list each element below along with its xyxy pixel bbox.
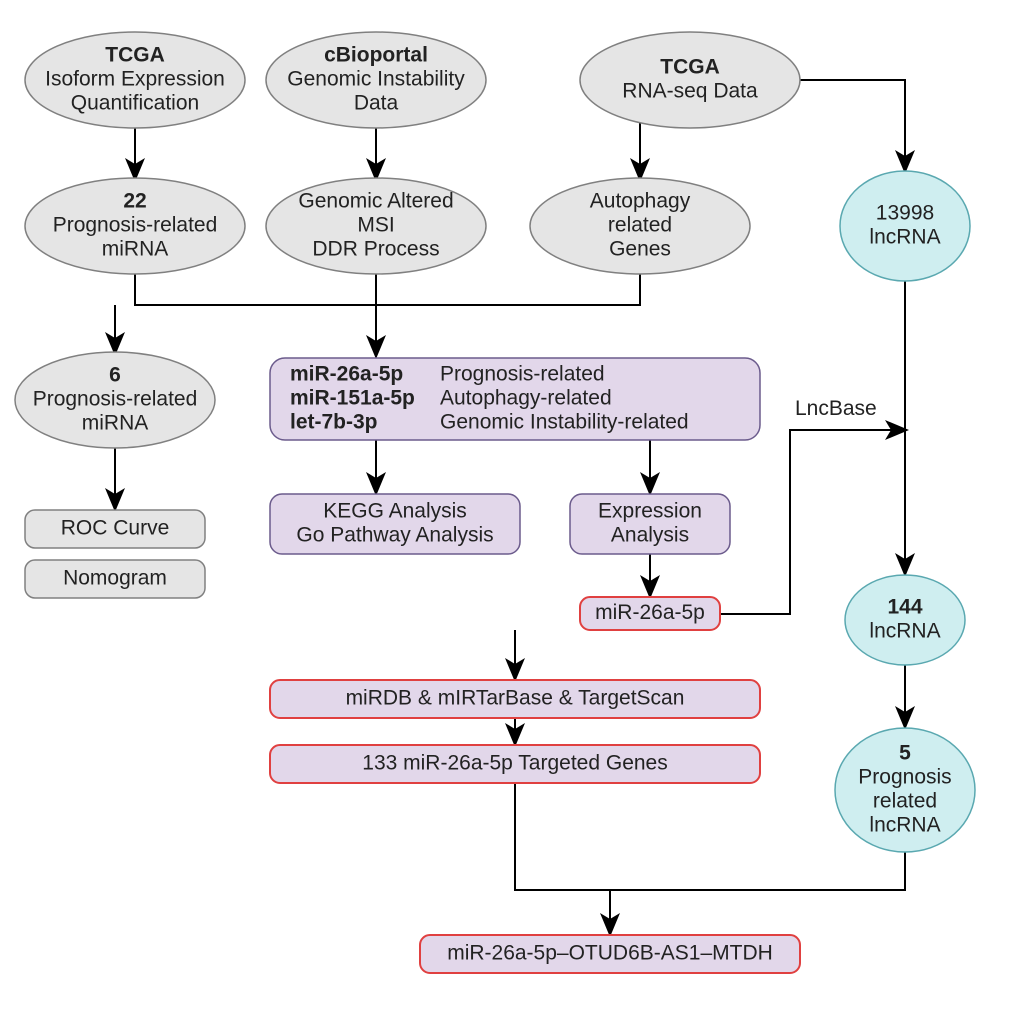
node-text: Genomic Instability [287, 67, 465, 90]
node-r_3mir: miR-26a-5pmiR-151a-5plet-7b-3p Prognosis-… [270, 358, 760, 440]
flow-arrow [135, 274, 640, 305]
node-r_mirdb: miRDB & mIRTarBase & TargetScan [270, 680, 760, 718]
node-text: Expression [598, 499, 702, 522]
node-text: miR-151a-5p [290, 386, 415, 409]
node-text: Autophagy-related [440, 386, 612, 409]
node-text: RNA-seq Data [622, 79, 758, 102]
flow-arrow [610, 852, 905, 890]
node-text: miRDB & mIRTarBase & TargetScan [346, 686, 685, 709]
edge-label-lncbase: LncBase [795, 397, 877, 420]
node-r_nomo: Nomogram [25, 560, 205, 598]
node-text: 5 [899, 741, 911, 764]
node-text: Genomic Instability-related [440, 410, 689, 433]
node-text: MSI [357, 213, 394, 236]
node-text: Genes [609, 237, 671, 260]
node-r_roc: ROC Curve [25, 510, 205, 548]
node-text: Genomic Altered [298, 189, 453, 212]
node-e_autophagy: AutophagyrelatedGenes [530, 178, 750, 274]
node-text: KEGG Analysis [323, 499, 467, 522]
node-text: 13998 [876, 201, 934, 224]
node-text: miRNA [102, 237, 169, 260]
node-text: Analysis [611, 523, 689, 546]
node-text: DDR Process [312, 237, 439, 260]
node-text: Prognosis-related [53, 213, 218, 236]
node-text: TCGA [105, 43, 165, 66]
flow-arrow [515, 783, 610, 933]
node-text: Prognosis-related [33, 387, 198, 410]
node-text: miRNA [82, 411, 149, 434]
node-e_13998: 13998lncRNA [840, 171, 970, 281]
node-text: ROC Curve [61, 516, 170, 539]
node-text: Prognosis [858, 765, 951, 788]
node-text: miR-26a-5p [595, 601, 705, 624]
node-text: related [873, 789, 937, 812]
node-text: Autophagy [590, 189, 691, 212]
node-text: Nomogram [63, 566, 167, 589]
node-text: Data [354, 91, 399, 114]
node-text: Quantification [71, 91, 199, 114]
node-text: Prognosis-related [440, 362, 605, 385]
node-text: lncRNA [869, 225, 940, 248]
node-r_kegg: KEGG AnalysisGo Pathway Analysis [270, 494, 520, 554]
node-text: related [608, 213, 672, 236]
node-e_tcga_rna: TCGARNA-seq Data [580, 32, 800, 128]
node-e_144: 144lncRNA [845, 575, 965, 665]
node-e_cbiop: cBioportalGenomic InstabilityData [266, 32, 486, 128]
node-text: miR-26a-5p [290, 362, 403, 385]
flow-arrow [800, 80, 905, 170]
node-r_mir26a: miR-26a-5p [580, 597, 720, 630]
node-text: lncRNA [869, 813, 940, 836]
node-r_expr: ExpressionAnalysis [570, 494, 730, 554]
node-text: TCGA [660, 55, 720, 78]
node-text: miR-26a-5p–OTUD6B-AS1–MTDH [447, 941, 773, 964]
node-text: 6 [109, 363, 121, 386]
node-e_22mirna: 22Prognosis-relatedmiRNA [25, 178, 245, 274]
node-text: Isoform Expression [45, 67, 225, 90]
node-text: 22 [123, 189, 146, 212]
node-r_final: miR-26a-5p–OTUD6B-AS1–MTDH [420, 935, 800, 973]
node-e_tcga_iso: TCGAIsoform ExpressionQuantification [25, 32, 245, 128]
node-e_6mirna: 6Prognosis-relatedmiRNA [15, 352, 215, 448]
node-text: let-7b-3p [290, 410, 378, 433]
node-text: 144 [887, 595, 922, 618]
node-e_5lnc: 5PrognosisrelatedlncRNA [835, 728, 975, 852]
node-text: lncRNA [869, 619, 940, 642]
node-text: Go Pathway Analysis [296, 523, 493, 546]
node-e_gen_alt: Genomic AlteredMSIDDR Process [266, 178, 486, 274]
node-text: 133 miR-26a-5p Targeted Genes [362, 751, 667, 774]
node-r_133: 133 miR-26a-5p Targeted Genes [270, 745, 760, 783]
node-text: cBioportal [324, 43, 428, 66]
